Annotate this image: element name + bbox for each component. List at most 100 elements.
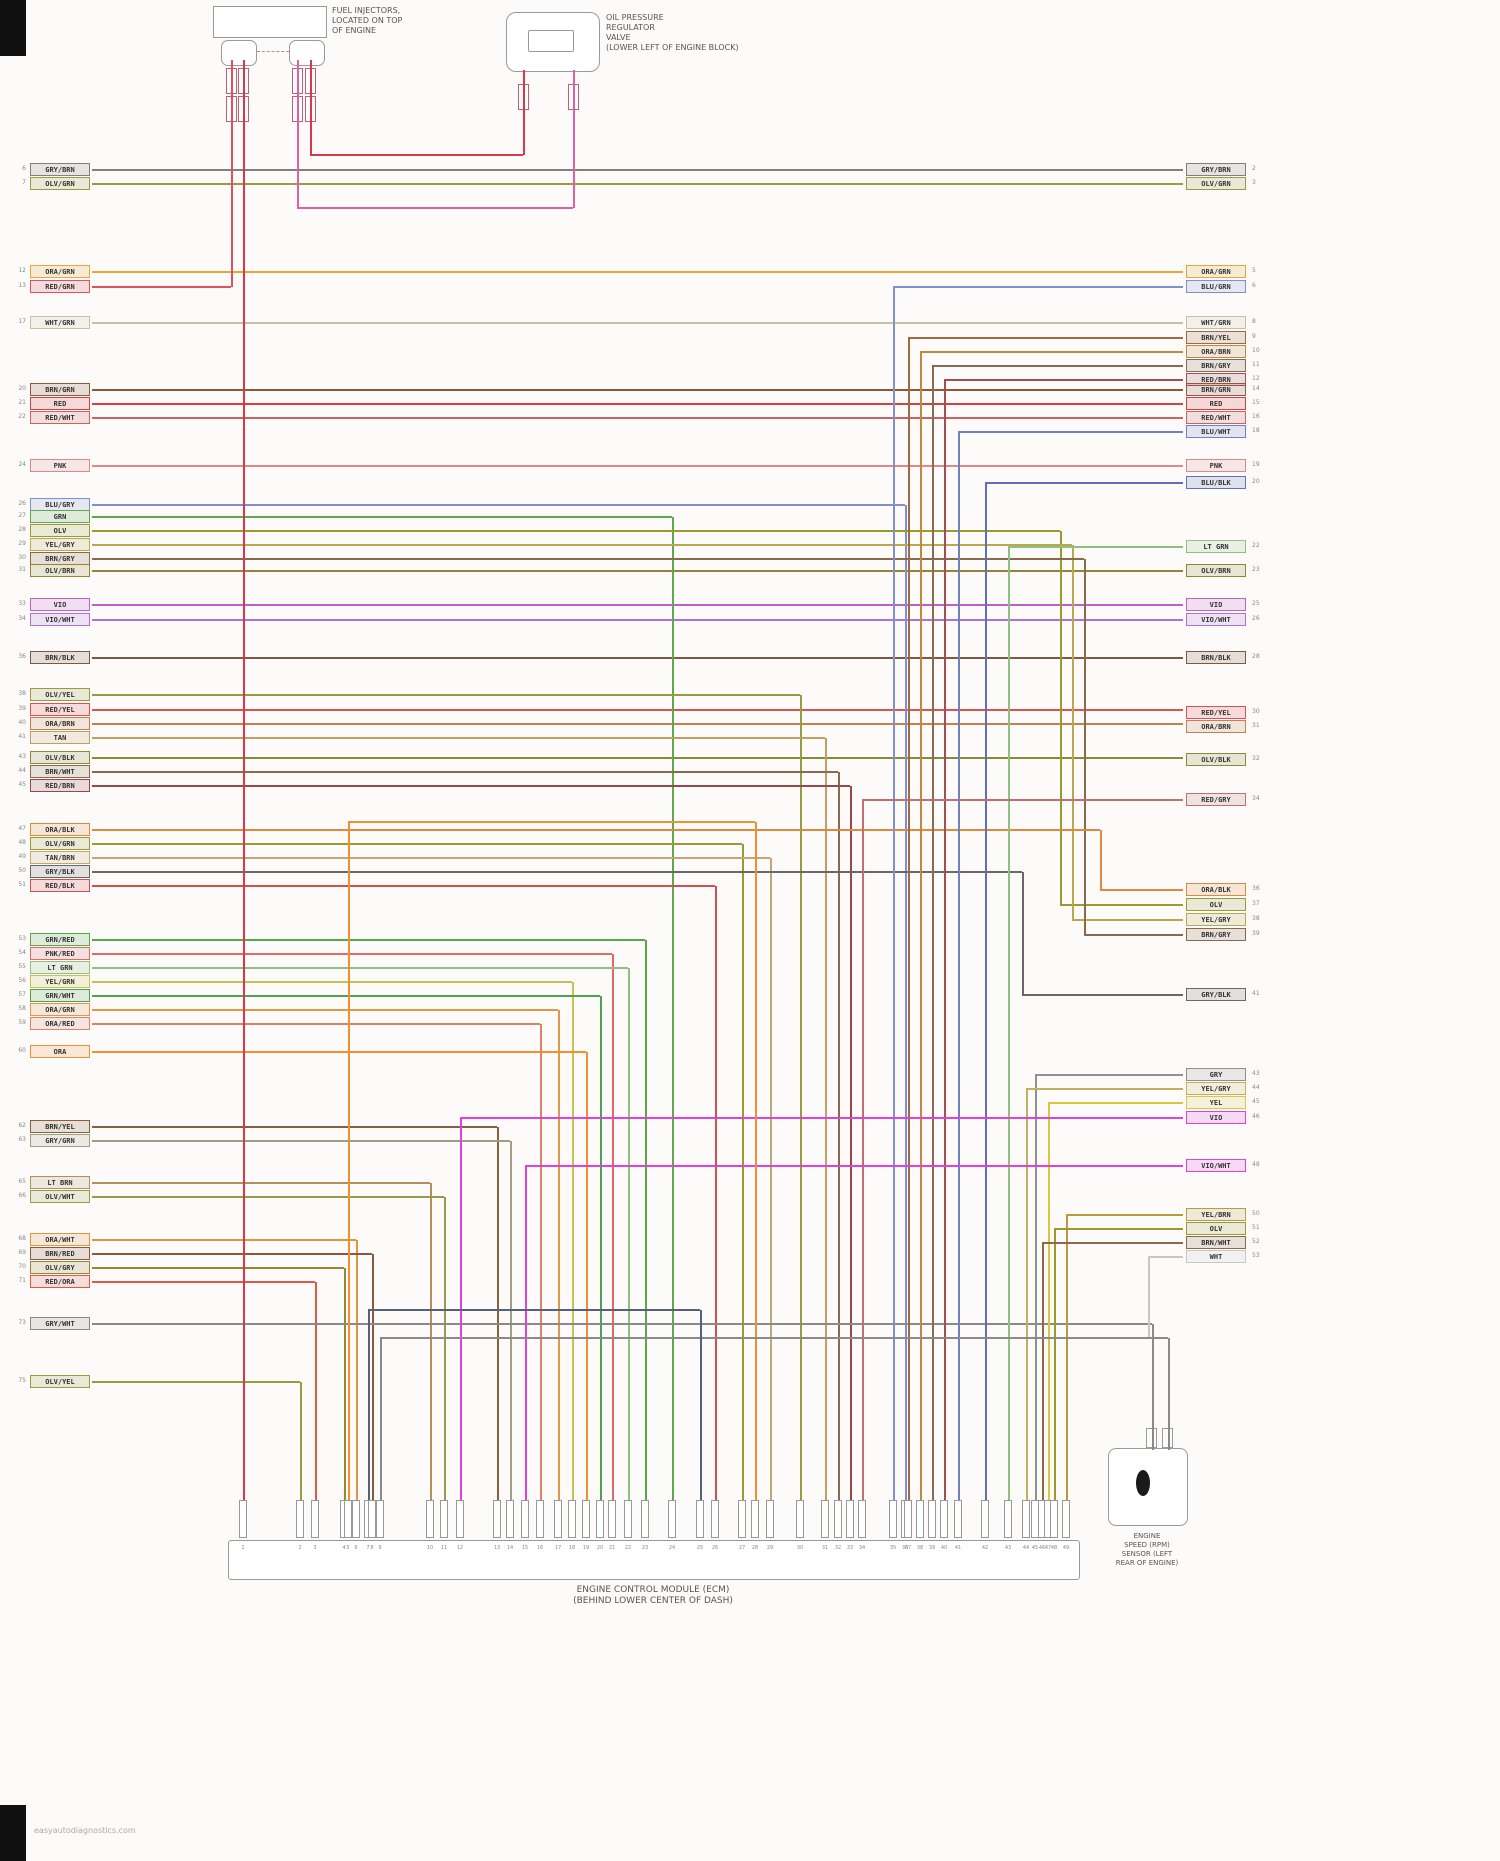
wire-label: GRN — [30, 510, 90, 523]
caption-line: OIL PRESSURE — [606, 13, 664, 22]
wire-segment — [92, 737, 825, 739]
pin-number: 30 — [796, 1545, 804, 1551]
pin-number: 47 — [18, 825, 26, 832]
wire-segment — [558, 1010, 560, 1500]
wire-segment — [92, 709, 1183, 711]
pin-number: 16 — [536, 1545, 544, 1551]
pin-number: 68 — [18, 1235, 26, 1242]
wire-segment — [825, 738, 827, 1500]
wire-segment — [92, 169, 1183, 171]
pin-number: 22 — [1252, 542, 1260, 549]
wire-segment — [1148, 1256, 1183, 1258]
wire-label: OLV/BLK — [30, 751, 90, 764]
pin-number: 25 — [696, 1545, 704, 1551]
wire-label: VIO — [1186, 1111, 1246, 1124]
wire-segment — [1048, 1103, 1050, 1500]
wire-label: RED/WHT — [30, 411, 90, 424]
pin-number: 40 — [18, 719, 26, 726]
wire-segment — [497, 1127, 499, 1500]
wire-segment — [572, 982, 574, 1500]
wire-label: GRN/RED — [30, 933, 90, 946]
wire-label: ORA/BLK — [30, 823, 90, 836]
wire-segment — [380, 1338, 382, 1500]
pin-number: 37 — [904, 1545, 912, 1551]
connector-pin — [426, 1500, 434, 1538]
page-corner-mark-top — [0, 0, 26, 56]
pin-number: 65 — [18, 1178, 26, 1185]
pin-number: 30 — [1252, 708, 1260, 715]
wire-segment — [920, 351, 1183, 353]
ecm-caption: ENGINE CONTROL MODULE (ECM) (BEHIND LOWE… — [228, 1585, 1078, 1607]
pin-number: 2 — [298, 1545, 302, 1551]
connector-pin — [376, 1500, 384, 1538]
wire-label: RED/BRN — [1186, 373, 1246, 386]
pin-number: 23 — [641, 1545, 649, 1551]
pin-number: 48 — [1252, 1161, 1260, 1168]
wire-segment — [1042, 1243, 1044, 1500]
wire-segment — [92, 785, 850, 787]
sensor-pin — [1162, 1428, 1173, 1448]
wire-label: VIO/WHT — [30, 613, 90, 626]
pin-number: 22 — [624, 1545, 632, 1551]
pin-number: 14 — [1252, 385, 1260, 392]
connector-box-a — [213, 6, 327, 38]
connector-pin — [751, 1500, 759, 1538]
wire-label: RED/WHT — [1186, 411, 1246, 424]
wire-label: RED/GRY — [1186, 793, 1246, 806]
wire-segment — [372, 1254, 374, 1500]
wire-label: GRY/BRN — [1186, 163, 1246, 176]
wire-segment — [1054, 1229, 1056, 1500]
wire-label: ORA — [30, 1045, 90, 1058]
pin-number: 28 — [1252, 653, 1260, 660]
pin-number: 19 — [582, 1545, 590, 1551]
wire-segment — [645, 940, 647, 1500]
caption-line: SENSOR (LEFT — [1121, 1550, 1173, 1558]
wire-label: BRN/WHT — [1186, 1236, 1246, 1249]
wire-label: LT BRN — [30, 1176, 90, 1189]
wire-segment — [1100, 830, 1102, 890]
wire-segment — [92, 465, 1183, 467]
pin-number: 26 — [711, 1545, 719, 1551]
wire-label: BRN/GRY — [1186, 359, 1246, 372]
wire-label: YEL/GRY — [1186, 913, 1246, 926]
pin-number: 36 — [18, 653, 26, 660]
wire-segment — [1100, 889, 1183, 891]
wire-label: OLV/BLK — [1186, 753, 1246, 766]
wire-segment — [1084, 934, 1183, 936]
wire-label: YEL/BRN — [1186, 1208, 1246, 1221]
wire-segment — [523, 70, 525, 155]
pin-number: 11 — [440, 1545, 448, 1551]
wire-label: ORA/WHT — [30, 1233, 90, 1246]
pin-number: 6 — [22, 165, 26, 172]
wire-segment — [862, 799, 1183, 801]
wire-segment — [715, 886, 717, 1500]
pin-number: 38 — [916, 1545, 924, 1551]
connector-pin — [596, 1500, 604, 1538]
pin-number: 60 — [18, 1047, 26, 1054]
wire-segment — [92, 504, 905, 506]
connector-pin — [1022, 1500, 1030, 1538]
pin-number: 69 — [18, 1249, 26, 1256]
pin-number: 8 — [370, 1545, 374, 1551]
wire-segment — [297, 207, 573, 209]
wire-label: OLV/GRY — [30, 1261, 90, 1274]
wire-label: GRN/WHT — [30, 989, 90, 1002]
wire-label: OLV/BRN — [30, 564, 90, 577]
wire-segment — [525, 1166, 527, 1500]
wire-segment — [862, 800, 864, 1500]
wire-segment — [1008, 546, 1183, 548]
pin-number: 21 — [18, 399, 26, 406]
pin-number: 19 — [1252, 461, 1260, 468]
connector-pin — [846, 1500, 854, 1538]
wire-segment — [348, 822, 350, 1500]
pin-number: 63 — [18, 1136, 26, 1143]
wire-segment — [944, 379, 1183, 381]
wire-segment — [92, 694, 800, 696]
wire-segment — [92, 981, 572, 983]
caption-line: SPEED (RPM) — [1124, 1541, 1170, 1549]
connector-pin — [928, 1500, 936, 1538]
wire-segment — [92, 1239, 356, 1241]
wire-label: RED/GRN — [30, 280, 90, 293]
caption-line: LOCATED ON TOP — [332, 16, 403, 25]
pin-number: 40 — [940, 1545, 948, 1551]
